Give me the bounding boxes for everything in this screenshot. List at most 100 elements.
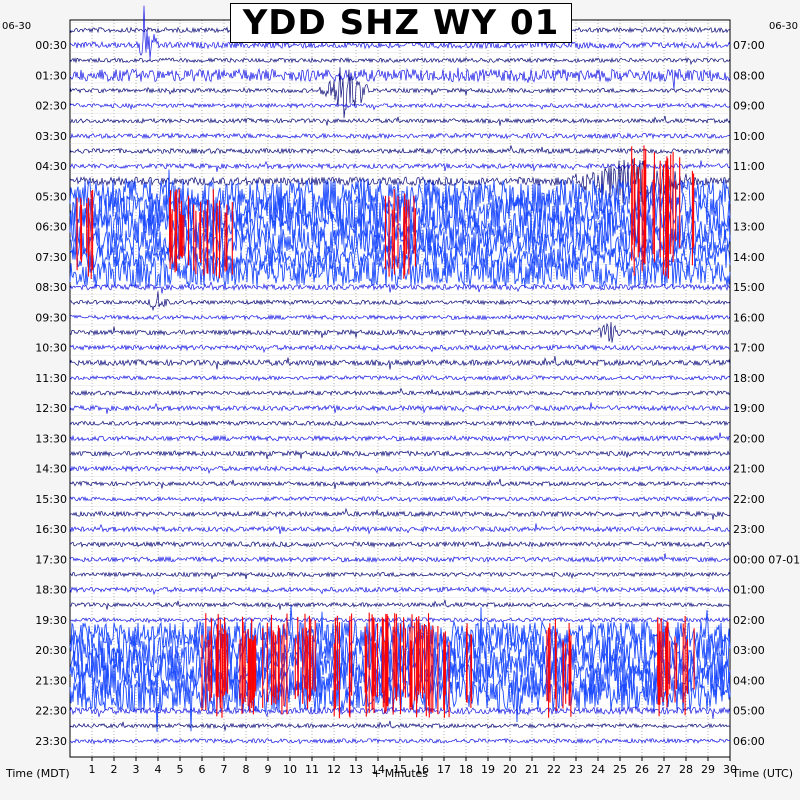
x-tick-label: 17 <box>437 763 451 776</box>
right-time-label: 07:00 <box>733 39 765 52</box>
right-time-label: 21:00 <box>733 463 765 476</box>
trace-row <box>69 322 731 343</box>
trace-row <box>69 432 731 442</box>
trace-row <box>69 720 731 731</box>
right-time-label: 16:00 <box>733 311 765 324</box>
x-tick-label: 18 <box>459 763 473 776</box>
left-time-label: 06:30 <box>35 221 67 234</box>
left-time-label: 18:30 <box>35 584 67 597</box>
trace-row <box>69 57 731 66</box>
date-right: 06-30 <box>768 21 798 32</box>
left-time-label: 11:30 <box>35 372 67 385</box>
left-time-label: 16:30 <box>35 523 67 536</box>
x-tick-label: 7 <box>221 763 228 776</box>
right-time-label: 04:00 <box>733 674 765 687</box>
right-time-label: 17:00 <box>733 342 765 355</box>
right-time-label: 00:00 07-01 <box>733 553 800 566</box>
x-tick-label: 25 <box>613 763 627 776</box>
left-time-label: 05:30 <box>35 190 67 203</box>
x-tick-label: 19 <box>481 763 495 776</box>
trace-row <box>69 374 731 382</box>
trace-row <box>69 280 731 294</box>
left-time-label: 01:30 <box>35 69 67 82</box>
left-axis-label: Time (MDT) <box>6 767 70 780</box>
left-time-label: 14:30 <box>35 463 67 476</box>
right-time-label: 13:00 <box>733 221 765 234</box>
x-tick-label: 29 <box>701 763 715 776</box>
right-time-label: 01:00 <box>733 584 765 597</box>
date-left: 06-30 <box>2 21 32 32</box>
right-time-label: 23:00 <box>733 523 765 536</box>
left-time-label: 23:30 <box>35 735 67 748</box>
x-tick-label: 28 <box>679 763 693 776</box>
trace-row <box>69 67 731 90</box>
x-tick-label: 30 <box>723 763 737 776</box>
left-time-label: 03:30 <box>35 130 67 143</box>
right-time-label: 12:00 <box>733 190 765 203</box>
trace-row <box>69 387 731 397</box>
trace-row <box>69 132 731 141</box>
left-time-label: 15:30 <box>35 493 67 506</box>
x-tick-label: 4 <box>155 763 162 776</box>
right-time-label: 18:00 <box>733 372 765 385</box>
trace-row <box>69 67 731 119</box>
left-time-label: 12:30 <box>35 402 67 415</box>
left-time-label: 04:30 <box>35 160 67 173</box>
right-time-label: 15:00 <box>733 281 765 294</box>
right-time-label: 02:00 <box>733 614 765 627</box>
chart-title: YDD SHZ WY 01 <box>242 3 560 43</box>
trace-row <box>69 160 731 172</box>
left-time-label: 00:30 <box>35 39 67 52</box>
right-time-label: 22:00 <box>733 493 765 506</box>
left-time-label: 09:30 <box>35 311 67 324</box>
x-axis-ticks: 1 2 3 4 5 6 7 8 9 10 11 12 13 14 15 16 17 18 19 20 21 22 23 24 2… <box>89 757 737 776</box>
trace-row <box>69 115 731 126</box>
trace-row <box>69 553 731 563</box>
trace-row <box>69 356 731 370</box>
trace-row <box>69 495 731 503</box>
x-tick-label: 26 <box>635 763 649 776</box>
trace-row <box>69 540 731 549</box>
right-time-label: 03:00 <box>733 644 765 657</box>
trace-row <box>69 239 731 288</box>
clipped-spikes <box>657 616 695 717</box>
x-tick-label: 11 <box>305 763 319 776</box>
x-tick-label: 21 <box>525 763 539 776</box>
trace-row <box>69 616 731 624</box>
trace-row <box>69 178 731 215</box>
trace-row <box>69 102 731 111</box>
x-tick-label: 14 <box>371 763 385 776</box>
right-time-ticks: 07:00 08:00 09:00 10:00 11:00 12:00 13:00 14:00… <box>733 39 800 748</box>
x-tick-label: 15 <box>393 763 407 776</box>
left-time-label: 21:30 <box>35 674 67 687</box>
x-tick-label: 5 <box>177 763 184 776</box>
clipped-signal <box>76 145 695 719</box>
left-time-label: 22:30 <box>35 705 67 718</box>
trace-row <box>69 158 731 204</box>
x-tick-label: 9 <box>265 763 272 776</box>
right-axis-label: Time (UTC) <box>732 767 793 780</box>
x-tick-label: 12 <box>327 763 341 776</box>
trace-row <box>69 243 731 274</box>
trace-row <box>69 599 731 610</box>
right-time-label: 11:00 <box>733 160 765 173</box>
trace-row <box>69 585 731 596</box>
clipped-spikes <box>169 189 233 279</box>
left-time-label: 19:30 <box>35 614 67 627</box>
left-time-label: 13:30 <box>35 432 67 445</box>
right-time-label: 05:00 <box>733 705 765 718</box>
trace-row <box>69 464 731 475</box>
left-time-label: 07:30 <box>35 251 67 264</box>
x-tick-label: 22 <box>547 763 561 776</box>
x-tick-label: 20 <box>503 763 517 776</box>
trace-row <box>69 144 731 155</box>
trace-row <box>69 291 731 312</box>
right-time-label: 20:00 <box>733 432 765 445</box>
trace-row <box>69 737 731 745</box>
x-tick-label: 3 <box>133 763 140 776</box>
left-time-label: 20:30 <box>35 644 67 657</box>
x-tick-label: 1 <box>89 763 96 776</box>
clipped-spikes <box>546 619 572 718</box>
right-time-label: 08:00 <box>733 69 765 82</box>
x-tick-label: 13 <box>349 763 363 776</box>
